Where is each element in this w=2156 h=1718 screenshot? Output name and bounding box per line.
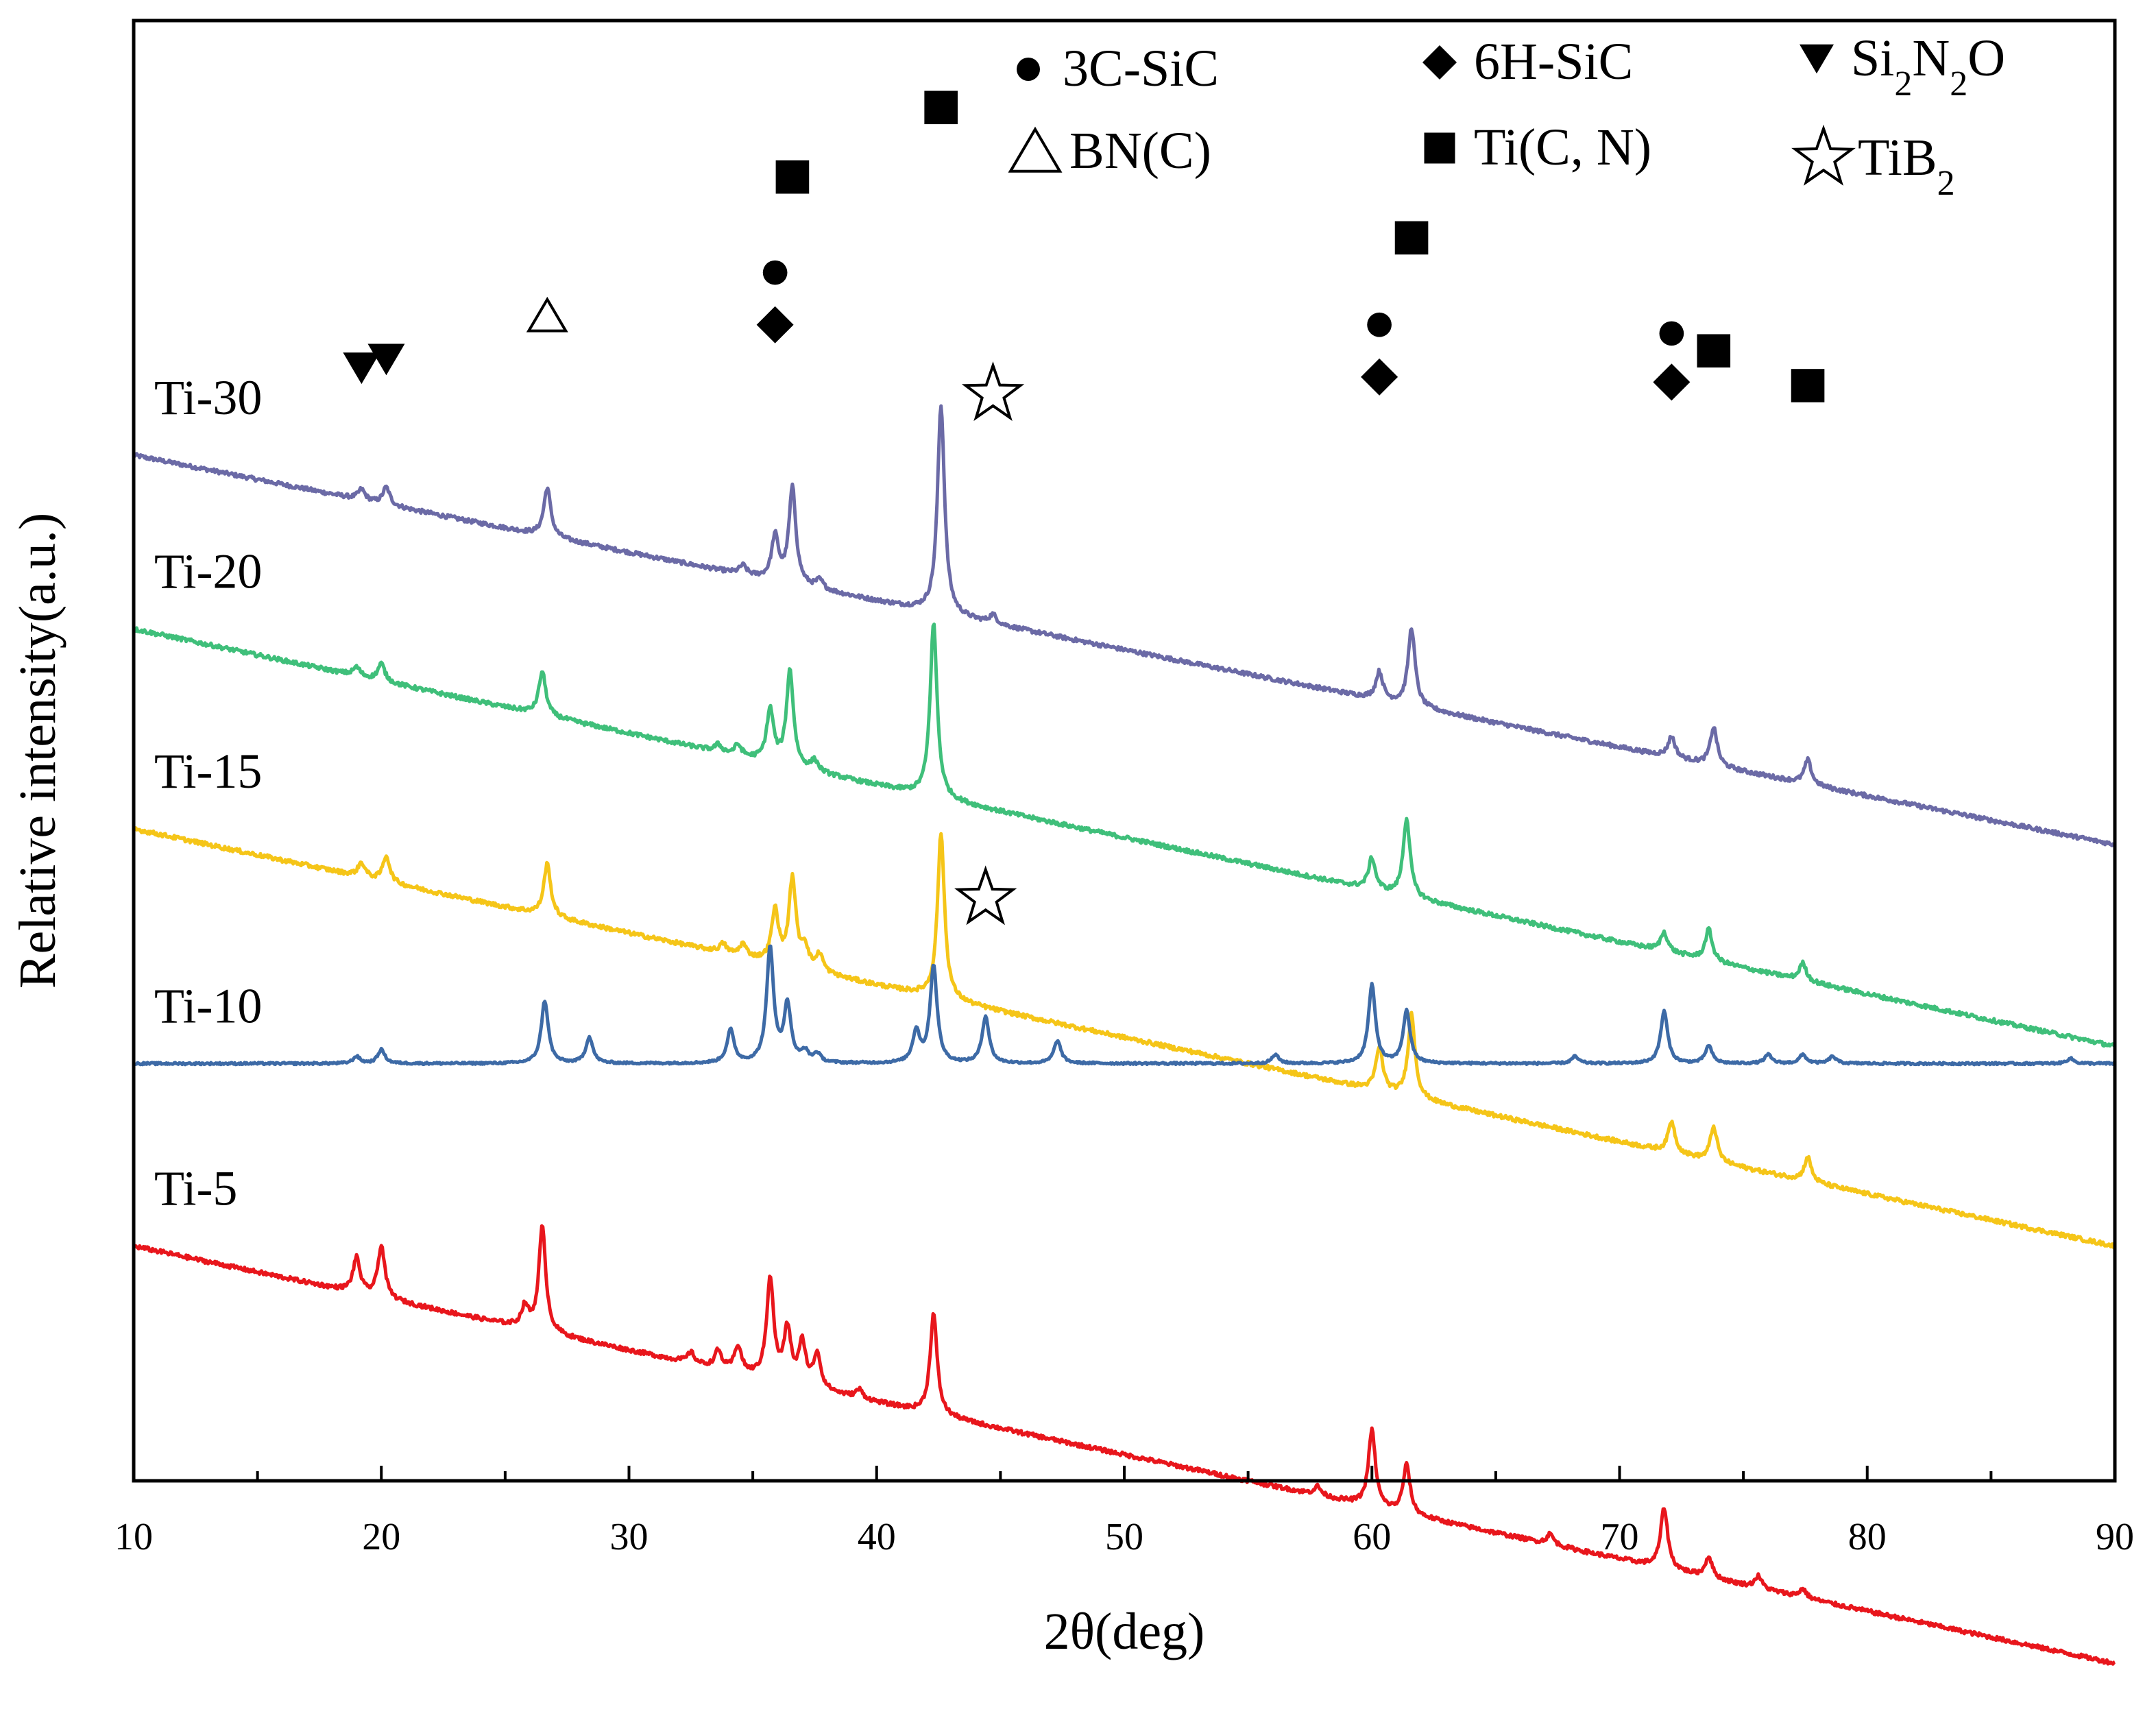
peak-marker-star-open bbox=[954, 865, 1017, 925]
series-label-ti-5: Ti-5 bbox=[154, 1161, 237, 1216]
series-label-ti-15: Ti-15 bbox=[154, 744, 262, 799]
peak-marker-diamond bbox=[756, 306, 794, 343]
series-line-ti-5 bbox=[132, 1224, 2116, 1666]
peak-marker-circle bbox=[1367, 312, 1392, 337]
legend-label: Si2N2O bbox=[1851, 29, 2005, 104]
peak-marker-star-open bbox=[961, 361, 1025, 422]
legend-triangle-down-icon bbox=[1800, 44, 1834, 74]
legend-circle-icon bbox=[1017, 58, 1040, 81]
legend-label-part: N bbox=[1912, 29, 1950, 87]
series-labels: Ti-30 Ti-20 Ti-15 Ti-10 Ti-5 bbox=[154, 370, 262, 1216]
legend-label-part: 6H-SiC bbox=[1474, 33, 1633, 90]
peak-marker-diamond bbox=[1361, 358, 1398, 396]
x-tick-label: 70 bbox=[1601, 1516, 1639, 1558]
legend-label-part: Si bbox=[1851, 29, 1894, 87]
legend-label: Ti(C, N) bbox=[1474, 119, 1651, 176]
peak-marker-triangle-down bbox=[343, 352, 380, 385]
legend-triangle-open-icon bbox=[1008, 126, 1063, 173]
legend-label: 3C-SiC bbox=[1063, 40, 1219, 97]
legend-diamond-icon bbox=[1422, 45, 1457, 80]
peak-marker-triangle-down bbox=[367, 343, 405, 376]
legend-label-part: 2 bbox=[1894, 64, 1912, 104]
peak-marker-diamond bbox=[1653, 363, 1691, 401]
x-axis-title: 2θ(deg) bbox=[1044, 1603, 1205, 1660]
peak-marker-square bbox=[1791, 369, 1825, 402]
x-tick-label: 50 bbox=[1105, 1516, 1143, 1558]
legend-label-part: TiB bbox=[1858, 129, 1937, 186]
y-axis-title: Relative intensity(a.u.) bbox=[9, 513, 66, 989]
series-line-ti-30 bbox=[132, 404, 2117, 848]
peak-marker-square bbox=[1697, 334, 1731, 368]
x-tick-label: 10 bbox=[114, 1516, 153, 1558]
series-line-ti-10 bbox=[132, 944, 2116, 1067]
peak-marker-square bbox=[775, 160, 810, 194]
x-axis-ticks: 10 20 30 40 50 60 70 80 90 bbox=[114, 1466, 2134, 1558]
x-tick-label: 90 bbox=[2096, 1516, 2134, 1558]
x-tick-label: 80 bbox=[1848, 1516, 1887, 1558]
peak-marker-square bbox=[1394, 221, 1429, 255]
series-line-ti-15 bbox=[132, 826, 2117, 1250]
legend-label: BN(C) bbox=[1069, 122, 1211, 180]
series-line-ti-20 bbox=[132, 622, 2116, 1048]
legend-label: TiB2 bbox=[1858, 129, 1955, 203]
legend-label-part: BN(C) bbox=[1069, 122, 1211, 180]
series-label-ti-30: Ti-30 bbox=[154, 370, 262, 425]
series-label-ti-20: Ti-20 bbox=[154, 544, 262, 599]
legend-label-part: O bbox=[1967, 29, 2005, 87]
legend-label: 6H-SiC bbox=[1474, 33, 1633, 90]
peak-marker-square bbox=[924, 90, 958, 125]
peak-marker-circle bbox=[762, 260, 788, 285]
x-tick-label: 20 bbox=[362, 1516, 400, 1558]
legend-star-open-icon bbox=[1791, 124, 1856, 186]
legend-label-part: 3C-SiC bbox=[1063, 40, 1219, 97]
legend-label-part: Ti(C, N) bbox=[1474, 119, 1651, 176]
peak-marker-triangle-open bbox=[526, 296, 568, 332]
x-tick-label: 60 bbox=[1353, 1516, 1391, 1558]
legend-label-part: 2 bbox=[1937, 164, 1955, 203]
x-tick-label: 40 bbox=[858, 1516, 896, 1558]
series-traces bbox=[132, 404, 2117, 1666]
legend-square-icon bbox=[1424, 132, 1455, 164]
legend-label-part: 2 bbox=[1950, 64, 1967, 104]
x-tick-label: 30 bbox=[610, 1516, 649, 1558]
peak-marker-circle bbox=[1659, 321, 1684, 346]
series-label-ti-10: Ti-10 bbox=[154, 978, 262, 1033]
peak-markers bbox=[343, 90, 1825, 925]
